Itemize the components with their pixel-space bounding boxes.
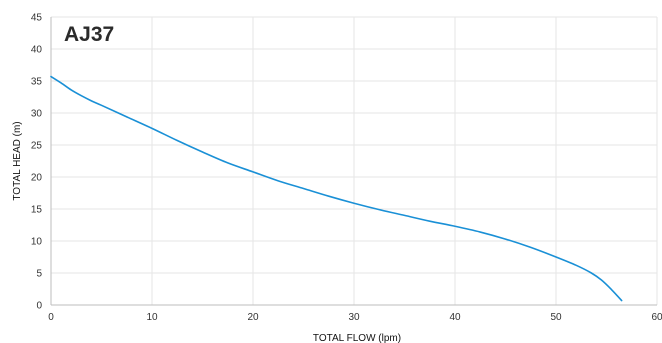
y-tick-label: 5: [36, 269, 42, 280]
y-tick-label: 30: [31, 109, 43, 120]
x-tick-label: 30: [348, 312, 360, 323]
y-tick-label: 20: [31, 173, 43, 184]
x-axis-title: TOTAL FLOW (lpm): [313, 333, 401, 343]
series-layer: [50, 75, 623, 302]
x-tick-label: 10: [146, 312, 158, 323]
x-tick-label: 0: [48, 312, 54, 323]
axes: 0 10 20 30 40 50 60 0 5 10 15 20 25 30 35 40 45: [31, 13, 662, 324]
y-tick-label: 25: [31, 141, 43, 152]
x-tick-label: 50: [550, 312, 562, 323]
chart-title: AJ37: [64, 23, 114, 46]
x-tick-label: 40: [449, 312, 461, 323]
x-tick-label: 60: [651, 312, 662, 323]
y-tick-label: 10: [31, 237, 43, 248]
grid: [51, 16, 658, 305]
head-flow-curve-0: [50, 75, 623, 302]
y-tick-label: 15: [31, 205, 43, 216]
y-tick-label: 45: [31, 13, 43, 24]
y-tick-label: 35: [31, 77, 43, 88]
y-tick-label: 40: [31, 45, 43, 56]
x-tick-label: 20: [247, 312, 259, 323]
y-tick-label: 0: [36, 301, 42, 312]
y-axis-title: TOTAL HEAD (m): [12, 121, 23, 200]
